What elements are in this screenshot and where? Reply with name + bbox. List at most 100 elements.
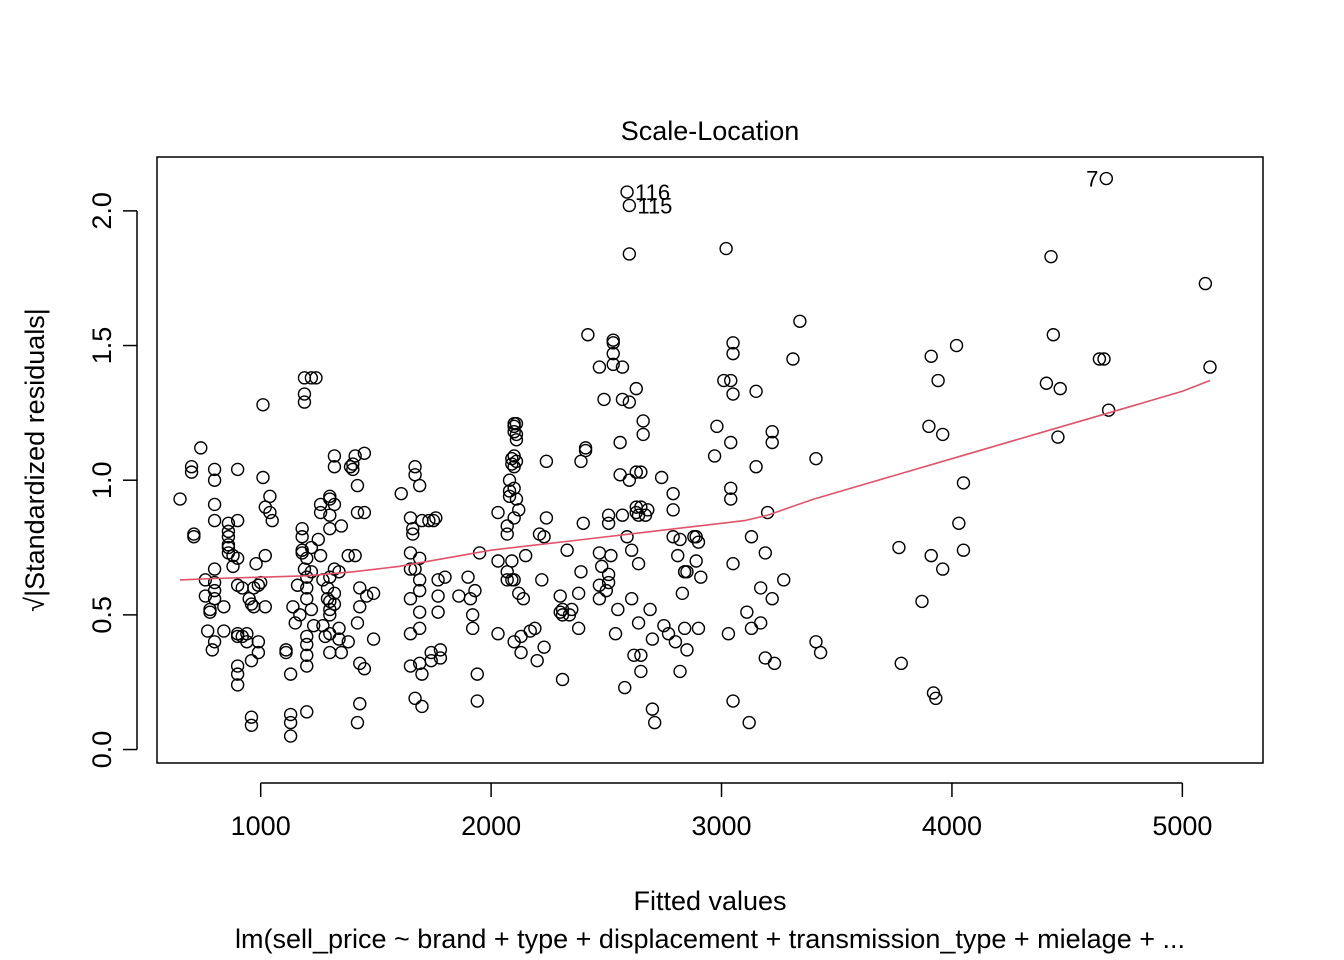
data-point — [767, 656, 782, 671]
y-tick-label: 1.0 — [87, 461, 117, 499]
data-point — [465, 608, 480, 622]
data-point — [200, 624, 215, 638]
data-point — [636, 414, 650, 428]
data-point — [433, 651, 448, 665]
data-point — [622, 473, 637, 487]
data-point — [929, 691, 943, 706]
data-point — [357, 505, 372, 520]
data-point — [403, 546, 418, 560]
data-point — [207, 635, 222, 649]
data-point — [366, 586, 381, 601]
data-point — [707, 449, 722, 463]
data-point — [230, 678, 245, 692]
data-point — [217, 600, 231, 614]
data-point — [599, 583, 614, 598]
data-point — [539, 511, 554, 525]
data-point — [618, 680, 632, 695]
data-point — [512, 503, 526, 517]
data-point — [553, 589, 567, 603]
data-point — [348, 449, 362, 463]
data-point — [300, 637, 314, 652]
data-point — [258, 600, 272, 614]
data-point — [924, 548, 938, 563]
data-point — [265, 513, 279, 528]
data-point — [601, 575, 616, 590]
data-point — [507, 573, 521, 587]
data-point — [323, 645, 337, 660]
data-point — [350, 715, 365, 730]
data-point — [412, 478, 427, 493]
data-point — [244, 710, 259, 724]
data-point — [415, 667, 429, 681]
x-tick-label: 1000 — [231, 811, 291, 841]
data-point — [949, 338, 964, 353]
data-point — [221, 530, 236, 544]
data-point — [334, 519, 349, 533]
data-point — [742, 715, 756, 730]
data-point — [470, 694, 484, 708]
data-point — [203, 605, 217, 619]
data-point — [719, 241, 733, 256]
data-point — [350, 616, 365, 630]
data-point — [279, 643, 293, 657]
data-point — [636, 427, 650, 442]
data-point — [592, 592, 607, 606]
data-point — [726, 387, 740, 401]
model-formula-subtitle: lm(sell_price ~ brand + type + displacem… — [235, 924, 1185, 954]
data-point — [357, 446, 372, 460]
data-point — [613, 468, 627, 482]
x-tick-label: 5000 — [1152, 811, 1212, 841]
data-point — [560, 543, 574, 557]
data-point — [514, 645, 528, 660]
data-point — [424, 653, 438, 668]
data-point — [643, 602, 657, 617]
data-point — [956, 543, 971, 557]
data-point — [641, 503, 655, 517]
data-point — [689, 554, 703, 568]
data-point — [765, 592, 779, 606]
data-point — [403, 627, 418, 641]
data-point — [187, 530, 201, 544]
data-point — [809, 451, 823, 466]
data-point — [327, 597, 342, 611]
data-point — [606, 336, 620, 350]
data-point — [309, 371, 323, 385]
data-point — [1053, 381, 1067, 396]
data-point — [187, 527, 201, 541]
data-point — [1046, 328, 1061, 342]
data-point — [571, 586, 586, 601]
data-point — [283, 729, 298, 743]
data-point — [535, 573, 549, 587]
data-point — [922, 419, 936, 434]
data-point — [415, 513, 429, 528]
data-point — [295, 530, 309, 544]
data-point — [341, 548, 355, 563]
data-point — [581, 328, 595, 342]
data-point — [311, 532, 325, 547]
data-point — [230, 659, 245, 673]
data-point — [283, 715, 298, 730]
data-point — [465, 621, 480, 636]
data-point — [615, 360, 630, 374]
data-point — [793, 314, 807, 328]
data-point — [249, 556, 263, 571]
data-point — [429, 511, 443, 525]
data-point — [749, 460, 763, 474]
data-point — [403, 562, 418, 576]
data-point — [673, 532, 687, 547]
data-point — [304, 565, 319, 579]
data-point — [491, 505, 505, 520]
data-point — [1198, 276, 1213, 291]
data-point — [297, 387, 312, 401]
data-point — [350, 505, 365, 520]
data-point — [230, 513, 245, 528]
data-point — [283, 707, 298, 722]
data-point — [350, 478, 365, 493]
y-tick-label: 0.0 — [87, 731, 117, 769]
data-point — [571, 621, 586, 636]
data-point — [565, 602, 579, 617]
data-point — [313, 505, 328, 520]
data-point — [431, 605, 445, 619]
point-id-label: 115 — [637, 193, 672, 218]
data-point — [654, 470, 669, 485]
